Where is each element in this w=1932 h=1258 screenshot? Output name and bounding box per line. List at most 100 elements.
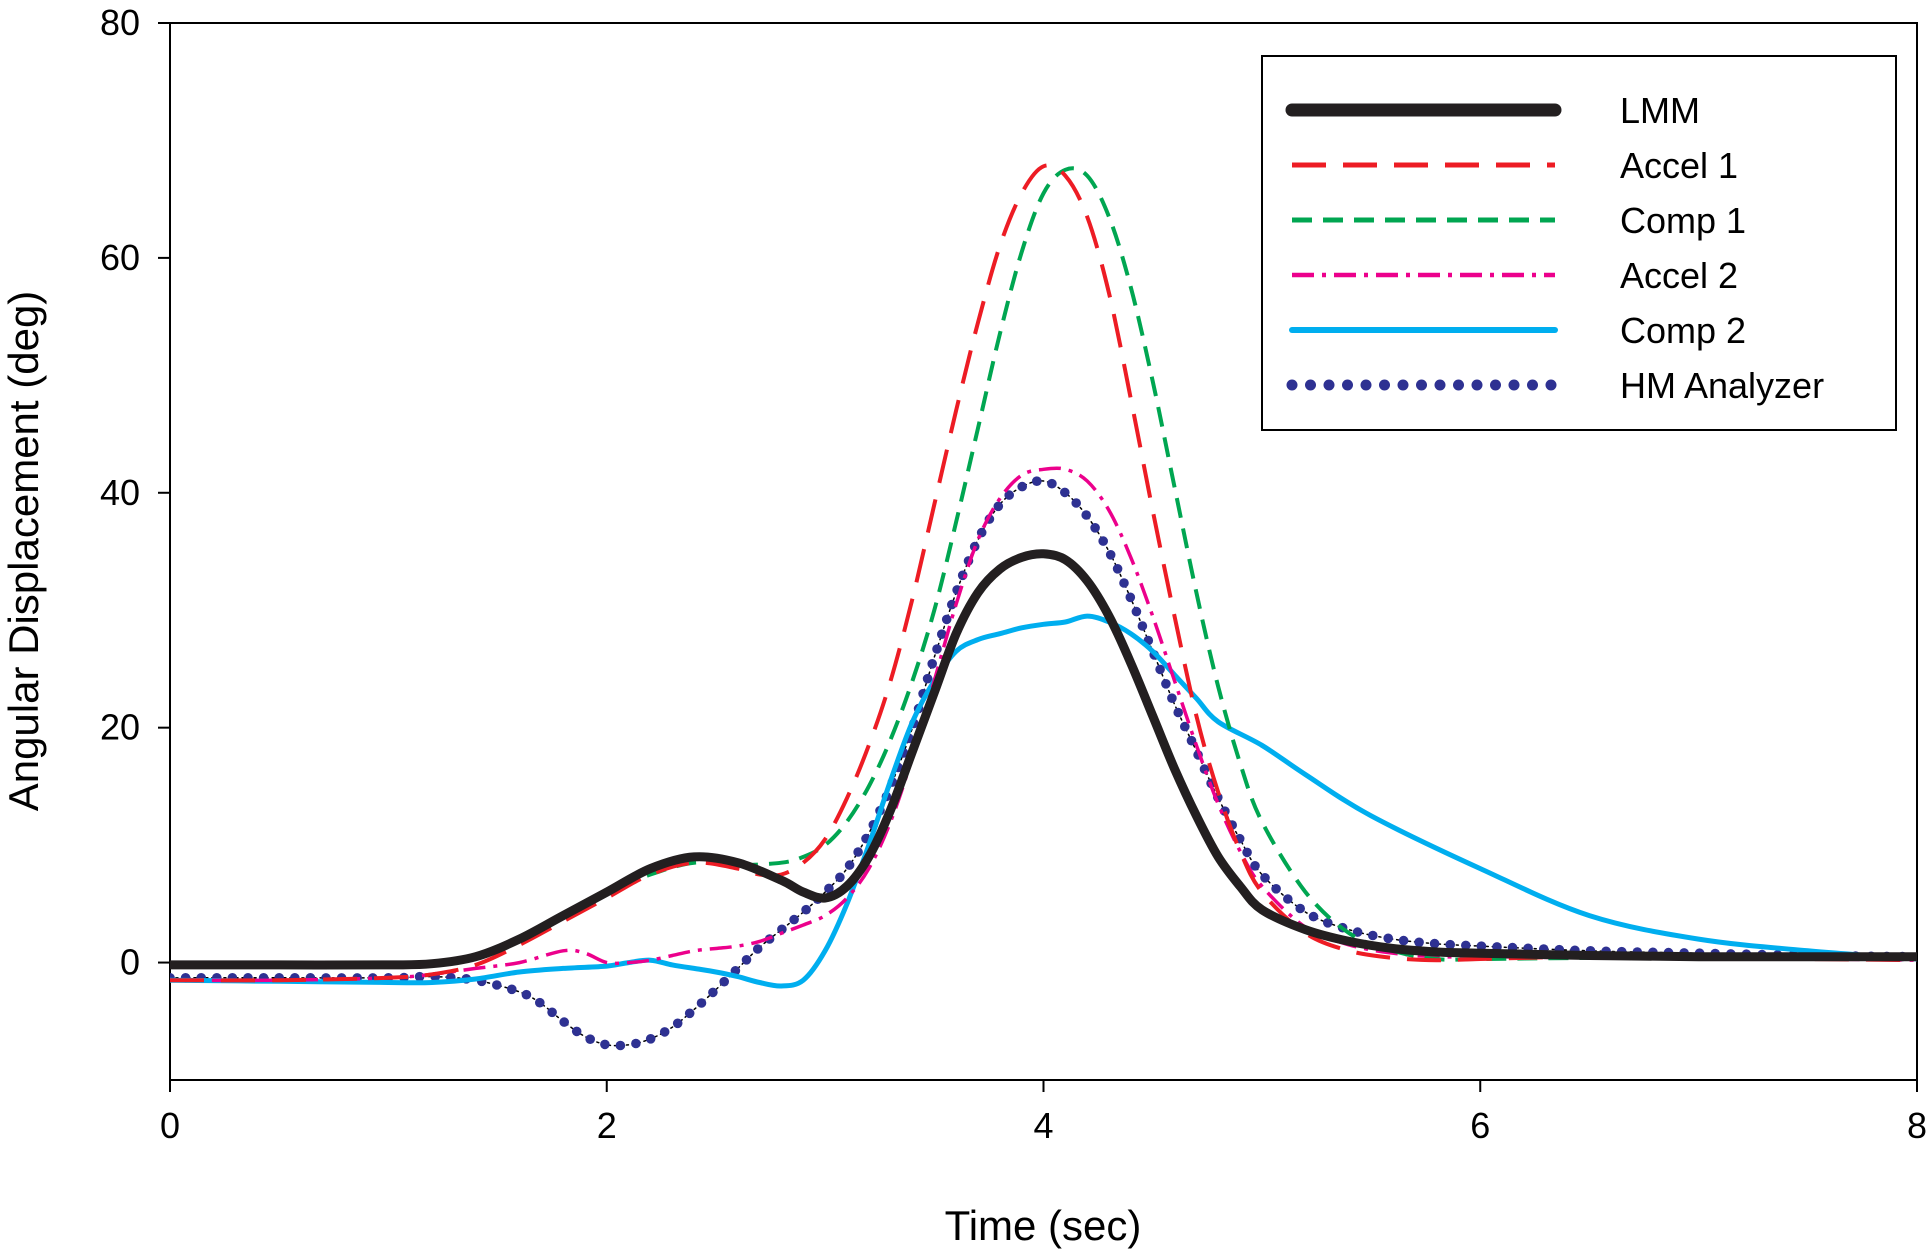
data-point bbox=[492, 980, 502, 990]
data-point bbox=[645, 1034, 656, 1044]
data-point bbox=[631, 1038, 641, 1049]
data-point bbox=[1119, 578, 1129, 588]
legend-label: HM Analyzer bbox=[1620, 365, 1824, 406]
series-line-accel-2 bbox=[170, 466, 1917, 983]
data-point bbox=[1105, 550, 1116, 560]
legend-swatch-dot bbox=[1434, 379, 1446, 391]
data-point bbox=[1476, 941, 1487, 951]
data-point bbox=[1112, 564, 1123, 574]
legend-item-comp-1: Comp 1 bbox=[1292, 200, 1746, 241]
data-point bbox=[1352, 927, 1363, 937]
y-tick-label: 0 bbox=[120, 942, 140, 983]
legend-swatch-dot bbox=[1508, 379, 1520, 391]
x-tick-label: 8 bbox=[1907, 1105, 1927, 1146]
legend-label: Accel 2 bbox=[1620, 255, 1738, 296]
data-point bbox=[1131, 606, 1142, 617]
data-point bbox=[547, 1007, 557, 1018]
data-point bbox=[1260, 873, 1270, 883]
data-point bbox=[937, 629, 947, 639]
legend-label: LMM bbox=[1620, 90, 1700, 131]
x-tick-label: 2 bbox=[597, 1105, 617, 1146]
data-point bbox=[1161, 679, 1171, 689]
y-tick-label: 20 bbox=[100, 707, 140, 748]
data-point bbox=[1250, 861, 1260, 871]
data-point bbox=[927, 659, 937, 669]
y-axis-title: Angular Displacement (deg) bbox=[0, 291, 47, 812]
x-tick-label: 6 bbox=[1470, 1105, 1490, 1146]
data-point bbox=[1098, 536, 1108, 546]
data-point bbox=[1383, 933, 1393, 944]
data-point bbox=[1461, 940, 1471, 951]
legend-swatch-dot bbox=[1527, 379, 1538, 391]
legend-item-comp-2: Comp 2 bbox=[1289, 310, 1746, 351]
data-point bbox=[1167, 693, 1177, 703]
legend-swatch-dot bbox=[1342, 379, 1353, 391]
legend-item-accel-2: Accel 2 bbox=[1292, 255, 1738, 296]
y-tick-label: 80 bbox=[100, 2, 140, 43]
legend-swatch-dot bbox=[1360, 379, 1372, 391]
data-point bbox=[559, 1017, 569, 1027]
data-point bbox=[1137, 621, 1148, 631]
data-point bbox=[741, 955, 752, 965]
data-point bbox=[932, 644, 942, 654]
legend-swatch-dot bbox=[1471, 379, 1483, 391]
data-point bbox=[507, 984, 517, 995]
data-point bbox=[1180, 721, 1190, 732]
legend-box bbox=[1261, 55, 1897, 431]
data-point bbox=[1283, 894, 1293, 904]
data-point bbox=[1295, 903, 1305, 914]
data-point bbox=[719, 976, 729, 987]
legend-label: Comp 1 bbox=[1620, 200, 1746, 241]
series-comp-2 bbox=[170, 613, 1917, 989]
legend-item-hm-analyzer: HM Analyzer bbox=[1286, 365, 1824, 406]
x-tick-label: 4 bbox=[1033, 1105, 1053, 1146]
y-tick-label: 40 bbox=[100, 472, 140, 513]
data-point bbox=[1445, 939, 1455, 950]
legend: LMM Accel 1 Comp 1 Accel 2 Comp 2 HM Analyzer bbox=[1261, 55, 1897, 431]
data-point bbox=[789, 914, 799, 925]
data-point bbox=[1081, 510, 1091, 520]
data-point bbox=[1323, 918, 1333, 928]
data-point bbox=[1368, 930, 1378, 941]
data-point bbox=[521, 989, 532, 1000]
legend-swatch-dot bbox=[1397, 379, 1409, 391]
series-line-accel-1 bbox=[170, 163, 1917, 983]
data-point bbox=[1429, 938, 1440, 949]
data-point bbox=[535, 997, 545, 1008]
legend-swatch-dot bbox=[1305, 379, 1316, 391]
legend-swatch-dot bbox=[1416, 379, 1427, 391]
data-point bbox=[1032, 476, 1042, 487]
legend-label: Comp 2 bbox=[1620, 310, 1746, 351]
data-point bbox=[672, 1018, 683, 1029]
data-point bbox=[1398, 935, 1409, 946]
data-point bbox=[752, 944, 763, 954]
legend-swatch-dot bbox=[1323, 379, 1335, 391]
data-point bbox=[922, 673, 933, 684]
x-tick-label: 0 bbox=[160, 1105, 180, 1146]
data-point bbox=[696, 998, 707, 1008]
legend-swatch-dot bbox=[1286, 379, 1298, 391]
y-tick-label: 60 bbox=[100, 237, 140, 278]
data-point bbox=[571, 1026, 582, 1037]
series-line-comp-2 bbox=[170, 613, 1917, 989]
data-point bbox=[1125, 592, 1136, 603]
series-layer bbox=[170, 163, 1917, 1051]
data-point bbox=[844, 860, 855, 870]
legend-swatch-dot bbox=[1379, 379, 1390, 391]
data-point bbox=[585, 1034, 595, 1044]
data-point bbox=[1173, 707, 1183, 718]
series-accel-2 bbox=[170, 466, 1917, 983]
x-axis-ticks: 0 2 4 6 8 bbox=[160, 1080, 1927, 1146]
data-point bbox=[1047, 478, 1057, 489]
legend-label: Accel 1 bbox=[1620, 145, 1738, 186]
data-point bbox=[684, 1008, 695, 1019]
data-point bbox=[1308, 911, 1319, 922]
data-point bbox=[1071, 498, 1081, 508]
data-point bbox=[1271, 884, 1281, 894]
data-point bbox=[853, 847, 863, 857]
legend-swatch-dot bbox=[1490, 379, 1501, 391]
data-point bbox=[1242, 847, 1252, 858]
legend-item-lmm: LMM bbox=[1285, 90, 1700, 131]
data-point bbox=[777, 924, 787, 935]
